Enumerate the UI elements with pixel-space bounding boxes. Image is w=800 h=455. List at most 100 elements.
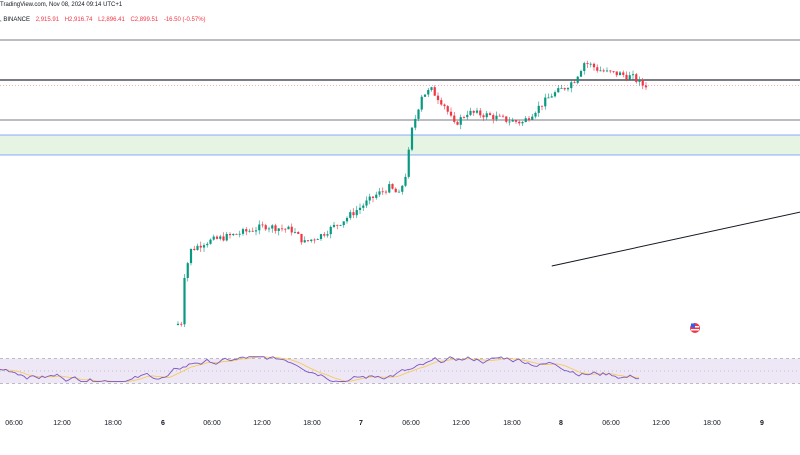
time-axis-tick: 18:00 [703,420,721,427]
candle [215,236,219,239]
candle [573,82,576,84]
candle [521,122,524,124]
candle [206,243,209,246]
candle [488,113,492,116]
candle [404,176,407,186]
candle [381,191,384,193]
candle [293,232,297,233]
candle [453,115,456,122]
candle [540,105,544,107]
candle [297,232,300,234]
horizontal-levels [0,39,800,156]
candle [313,239,316,241]
candle [443,104,446,107]
candle [485,113,488,118]
change-value: -16.50 (-0.57%) [163,17,206,23]
candle [514,120,518,122]
open-value: 2,915.91 [35,17,60,23]
candle [196,245,199,250]
candle [586,63,589,65]
candle [479,110,482,116]
economic-event-icon[interactable] [690,323,700,333]
candle [274,225,277,231]
candle [527,118,531,120]
candle [534,112,537,117]
candle [628,75,631,80]
candle [472,110,475,113]
candle [410,127,414,150]
candle [631,74,635,76]
time-axis-tick: 12:00 [253,420,271,427]
candle [544,97,547,107]
candle [550,96,553,98]
candle [566,88,570,90]
candle [258,224,261,231]
candle [436,95,440,101]
candle [505,116,508,122]
candle [371,196,375,198]
candle [280,228,284,230]
candle [508,121,511,123]
candle [638,79,641,82]
candle [635,74,638,82]
time-axis-tick: 12:00 [452,420,470,427]
candle [579,71,583,77]
candle [466,114,469,118]
candles [176,60,648,327]
candle [222,236,225,241]
candle [618,72,622,76]
time-axis-tick: 06:00 [402,420,420,427]
low-value: L2,896.41 [98,17,125,23]
symbol-ohlc-legend: , BINANCE 2,915.91 H2,916.74 L2,896.41 C… [0,17,206,23]
candle [183,277,186,325]
candle [264,225,267,230]
candle [449,111,453,116]
candle [560,88,563,89]
candle [492,115,495,120]
candle [456,121,459,125]
candle [199,245,202,248]
candle [615,71,618,76]
rsi-panel [0,356,800,384]
time-axis-tick: 7 [359,420,363,427]
candle [319,234,323,240]
candle [300,233,303,243]
candle [547,97,550,99]
ascending-trendline [551,211,800,267]
candle [612,71,615,73]
candle [644,85,648,88]
candle [306,240,310,242]
chart-source-label: TradingView.com, Nov 08, 2024 09:14 UTC+… [0,2,123,8]
candle [440,100,443,105]
candle [427,89,430,95]
candle [462,117,466,118]
time-axis-tick: 18:00 [303,420,321,427]
candle [290,226,293,233]
time-axis-tick: 8 [559,420,563,427]
candle [332,224,336,227]
time-axis-tick: 18:00 [104,420,122,427]
candle [254,230,258,232]
candle [219,236,222,239]
candle [482,115,485,118]
time-axis-tick: 06:00 [203,420,221,427]
candle [501,115,505,117]
candle [303,240,306,243]
candle [228,233,232,236]
candle [622,72,625,75]
candle [375,194,378,198]
candle [329,226,332,235]
candle [284,228,287,230]
candle [193,248,196,250]
trendline[interactable] [551,79,800,267]
candle [423,94,427,97]
candle [518,121,521,124]
candle [394,188,397,193]
candle [609,70,612,72]
candle [238,233,241,235]
candle [625,74,628,80]
candle [524,118,527,123]
candle [202,245,206,248]
